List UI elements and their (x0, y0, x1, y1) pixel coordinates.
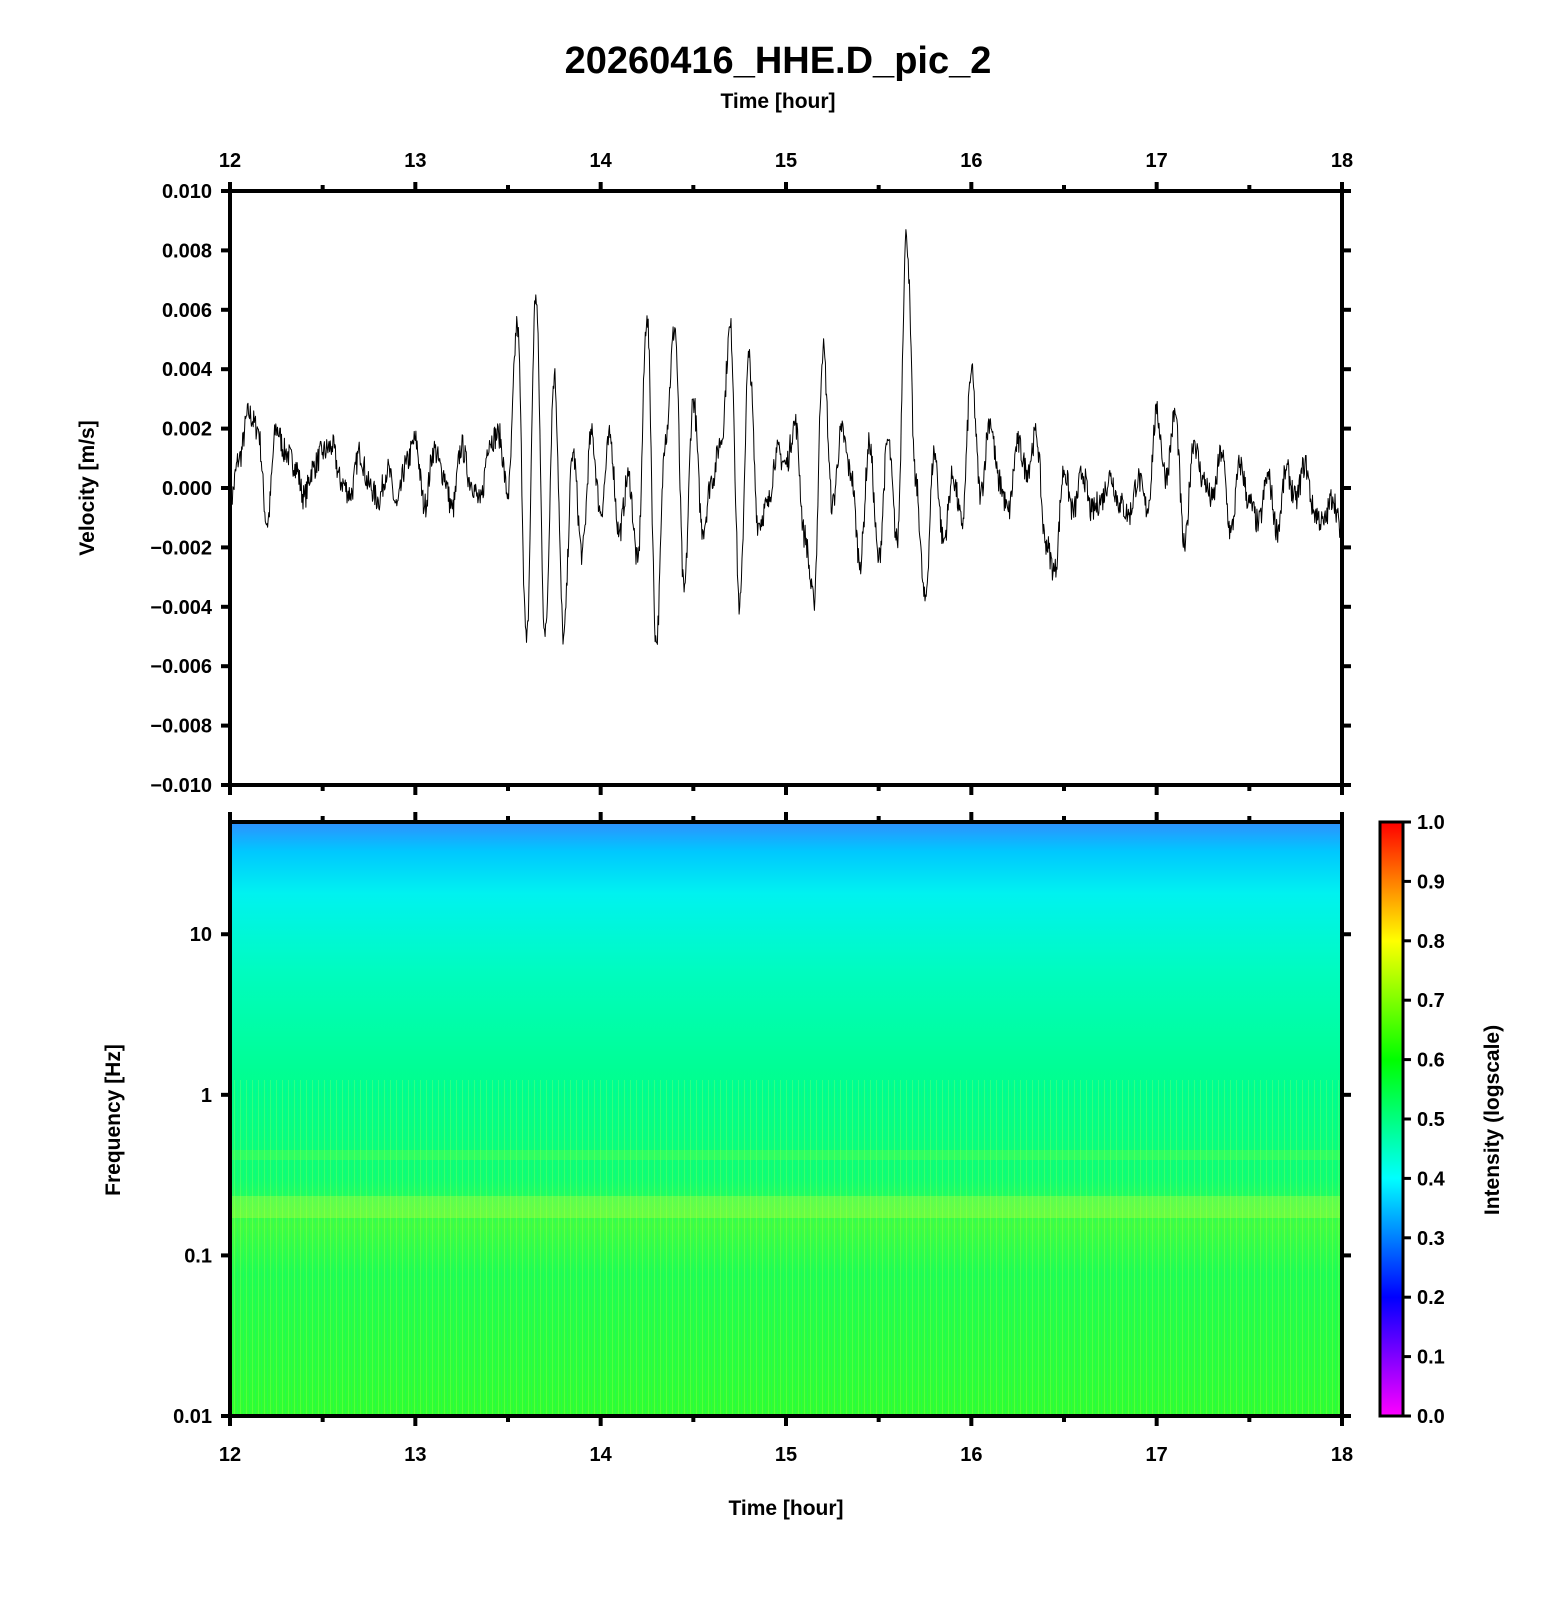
colorbar-tick-label: 0.4 (1417, 1168, 1446, 1190)
colorbar-label: Intensity (logscale) (1481, 1025, 1504, 1215)
spectrogram-x-axis-label: Time [hour] (728, 1497, 843, 1520)
spectrogram-y-tick-label: 0.01 (173, 1406, 212, 1428)
velocity-y-tick-label: −0.002 (150, 537, 212, 559)
velocity-panel: 0.010 0.008 0.006 0.004 0.002 0.000 −0.002 −0.0… (76, 150, 1353, 797)
colorbar-tick-label: 1.0 (1417, 812, 1445, 834)
colorbar-tick-label: 0.8 (1417, 931, 1445, 953)
velocity-y-tick-label: −0.006 (150, 656, 212, 678)
colorbar-tick-label: 0.3 (1417, 1228, 1445, 1250)
top-x-tick-label: 14 (590, 150, 613, 172)
velocity-y-axis-label: Velocity [m/s] (76, 420, 99, 555)
spectrogram-x-tick-label: 14 (590, 1444, 613, 1466)
velocity-y-tick-label: −0.008 (150, 716, 212, 738)
spectrogram-x-tick-label: 13 (404, 1444, 426, 1466)
spectrogram-y-axis-label: Frequency [Hz] (102, 1044, 125, 1196)
colorbar-tick-label: 0.0 (1417, 1406, 1445, 1428)
colorbar: 1.0 0.9 0.8 0.7 0.6 0.5 0.4 0.3 0.2 0.1 0.0 Intens… (1378, 812, 1504, 1428)
spectrogram-x-tick-label: 18 (1331, 1444, 1353, 1466)
top-x-tick-label: 12 (219, 150, 241, 172)
colorbar-tick-label: 0.9 (1417, 871, 1445, 893)
velocity-plot-frame (228, 189, 1344, 787)
spectrogram-panel: 10 1 0.1 0.01 12 13 14 15 16 17 18 Time [hour] Fre… (102, 812, 1353, 1520)
velocity-y-tick-label: 0.010 (162, 181, 212, 203)
top-x-tick-label: 15 (775, 150, 797, 172)
spectrogram-y-tick-label: 1 (201, 1085, 212, 1107)
spectrogram-y-tick-label: 10 (190, 924, 212, 946)
top-x-tick-label: 13 (404, 150, 426, 172)
spectrogram-y-tick-label: 0.1 (184, 1245, 212, 1267)
spectrogram-x-tick-label: 17 (1146, 1444, 1168, 1466)
velocity-y-tick-label: 0.004 (162, 359, 213, 381)
spectrogram-texture (230, 1080, 1342, 1416)
colorbar-tick-label: 0.6 (1417, 1050, 1445, 1072)
colorbar-tick-label: 0.2 (1417, 1287, 1445, 1309)
velocity-y-tick-label: 0.002 (162, 419, 212, 441)
top-x-tick-label: 16 (960, 150, 982, 172)
velocity-y-tick-label: −0.010 (150, 775, 212, 797)
velocity-y-tick-label: 0.006 (162, 300, 212, 322)
velocity-trace (229, 229, 1343, 645)
velocity-y-tick-label: 0.000 (162, 478, 212, 500)
chart-title: 20260416_HHE.D_pic_2 (565, 40, 992, 82)
spectrogram-x-tick-label: 16 (960, 1444, 982, 1466)
spectrogram-x-tick-label: 15 (775, 1444, 797, 1466)
velocity-y-tick-label: 0.008 (162, 240, 212, 262)
spectrogram-band-0.4hz (230, 1150, 1342, 1160)
velocity-y-tick-label: −0.004 (150, 597, 213, 619)
spectrogram-band-0.2hz (230, 1196, 1342, 1218)
colorbar-gradient (1378, 820, 1405, 1418)
top-x-tick-label: 17 (1146, 150, 1168, 172)
colorbar-tick-label: 0.5 (1417, 1109, 1445, 1131)
top-x-tick-label: 18 (1331, 150, 1353, 172)
colorbar-tick-label: 0.7 (1417, 990, 1445, 1012)
top-x-axis-label: Time [hour] (720, 90, 835, 113)
spectrogram-x-tick-label: 12 (219, 1444, 241, 1466)
colorbar-tick-label: 0.1 (1417, 1347, 1445, 1369)
